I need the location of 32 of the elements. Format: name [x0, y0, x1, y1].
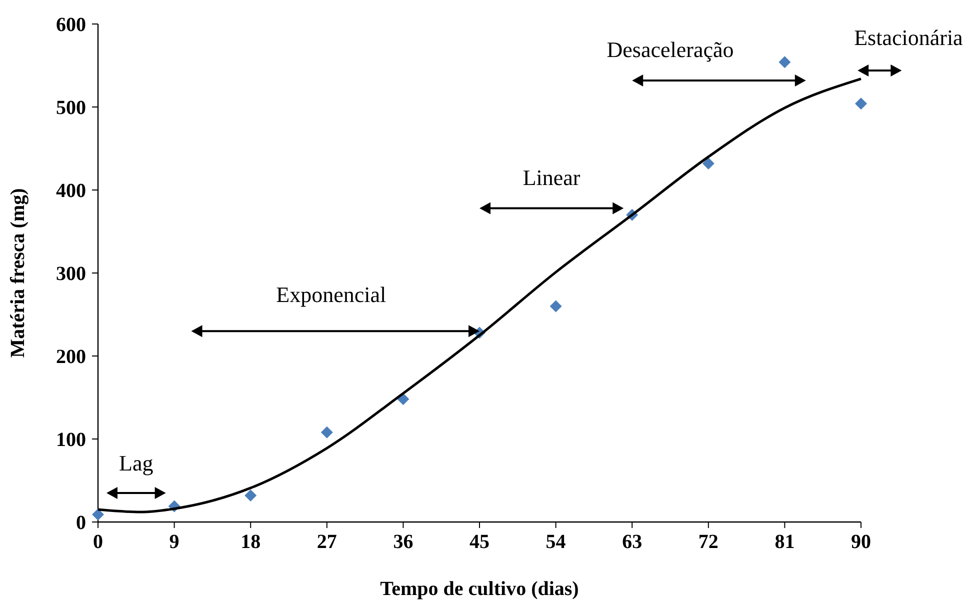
y-tick-label: 200 — [56, 346, 86, 368]
y-tick-label: 300 — [56, 263, 86, 285]
annotation: Lag — [119, 450, 154, 476]
x-axis-title: Tempo de cultivo (dias) — [380, 578, 579, 600]
annotation: Linear — [522, 165, 581, 190]
annotation: Exponencial — [276, 282, 386, 308]
point — [702, 157, 714, 170]
x-tick-label: 45 — [470, 531, 490, 553]
y-tick-label: 400 — [56, 180, 86, 202]
y-tick-label: 100 — [56, 429, 86, 451]
y-tick-label: 500 — [56, 97, 86, 119]
point — [778, 56, 791, 68]
x-tick-label: 9 — [169, 531, 180, 553]
x-tick-label: 0 — [93, 531, 103, 553]
annotation: Desaceleração — [606, 37, 734, 62]
y-axis-title: Matéria fresca (mg) — [7, 188, 29, 358]
x-tick-label: 90 — [851, 531, 871, 553]
x-tick-label: 81 — [774, 531, 795, 553]
x-tick-label: 36 — [393, 531, 414, 553]
point — [550, 300, 562, 312]
x-tick-label: 54 — [546, 531, 566, 553]
x-tick-label: 27 — [316, 531, 337, 553]
annotation: Estacionária — [854, 24, 964, 50]
y-tick-label: 600 — [56, 14, 86, 36]
x-tick-label: 18 — [240, 531, 261, 553]
x-tick-label: 63 — [622, 531, 642, 553]
y-tick-label: 0 — [76, 512, 86, 534]
point — [244, 489, 257, 502]
point — [92, 508, 104, 521]
point — [855, 98, 867, 110]
x-tick-label: 72 — [698, 531, 718, 553]
point — [320, 426, 333, 438]
